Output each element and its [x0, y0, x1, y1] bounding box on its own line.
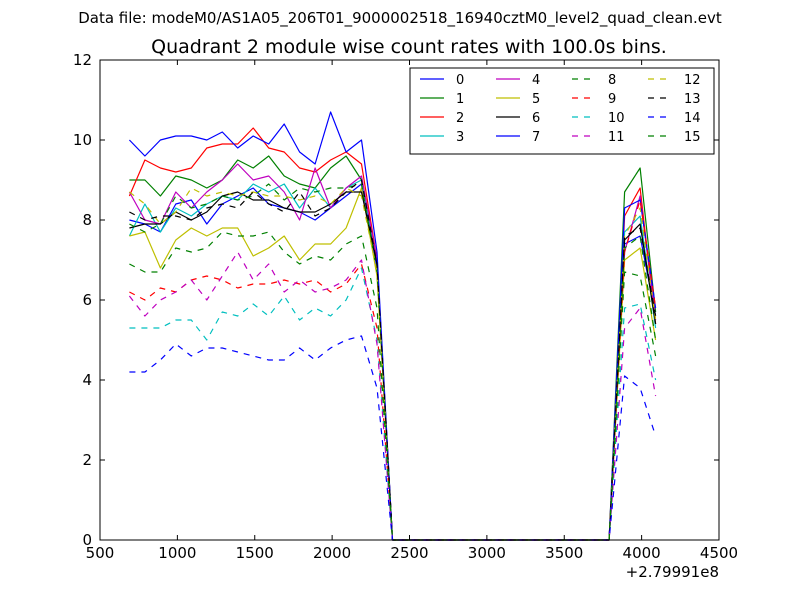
legend-label-0: 0 — [456, 73, 464, 88]
legend-label-10: 10 — [608, 111, 625, 126]
x-tick-label-3000: 3000 — [468, 544, 506, 562]
legend-label-12: 12 — [684, 73, 701, 88]
legend-label-3: 3 — [456, 130, 464, 145]
legend-label-11: 11 — [608, 130, 625, 145]
legend-label-7: 7 — [532, 130, 540, 145]
x-tick-label-4500: 4500 — [700, 544, 738, 562]
legend-label-15: 15 — [684, 130, 701, 145]
legend-label-2: 2 — [456, 111, 464, 126]
series-line-11 — [128, 251, 657, 541]
y-tick-label-0: 0 — [82, 531, 92, 549]
y-tick-label-6: 6 — [82, 291, 92, 309]
axes-layer: 500 1000 1500 2000 2500 3000 3500 4000 4500 0 2 4 6 8… — [73, 51, 738, 562]
x-tick-label-1500: 1500 — [236, 544, 274, 562]
x-tick-label-1000: 1000 — [158, 544, 196, 562]
x-offset-label: +2.79991e8 — [626, 563, 719, 581]
legend-label-1: 1 — [456, 92, 464, 107]
x-tick-label-4000: 4000 — [623, 544, 661, 562]
legend-label-8: 8 — [608, 73, 616, 88]
y-tick-label-4: 4 — [82, 371, 92, 389]
legend-label-4: 4 — [532, 73, 540, 88]
x-tick-label-3500: 3500 — [545, 544, 583, 562]
legend-label-14: 14 — [684, 111, 701, 126]
x-tick-label-2500: 2500 — [390, 544, 428, 562]
legend-box — [409, 67, 715, 155]
series-line-8 — [129, 183, 657, 541]
y-tick-label-2: 2 — [82, 451, 92, 469]
y-tick-label-12: 12 — [73, 51, 92, 69]
y-tick-label-10: 10 — [73, 131, 92, 149]
y-tick-label-8: 8 — [82, 211, 92, 229]
legend-label-5: 5 — [532, 92, 540, 107]
data-file-title: Data file: modeM0/AS1A05_206T01_90000025… — [78, 9, 722, 27]
legend-label-9: 9 — [608, 92, 616, 107]
x-tick-label-500: 500 — [86, 544, 115, 562]
legend-label-13: 13 — [684, 92, 701, 107]
legend-label-6: 6 — [532, 111, 540, 126]
x-tick-label-2000: 2000 — [313, 544, 351, 562]
chart-title: Quadrant 2 module wise count rates with … — [151, 36, 667, 58]
